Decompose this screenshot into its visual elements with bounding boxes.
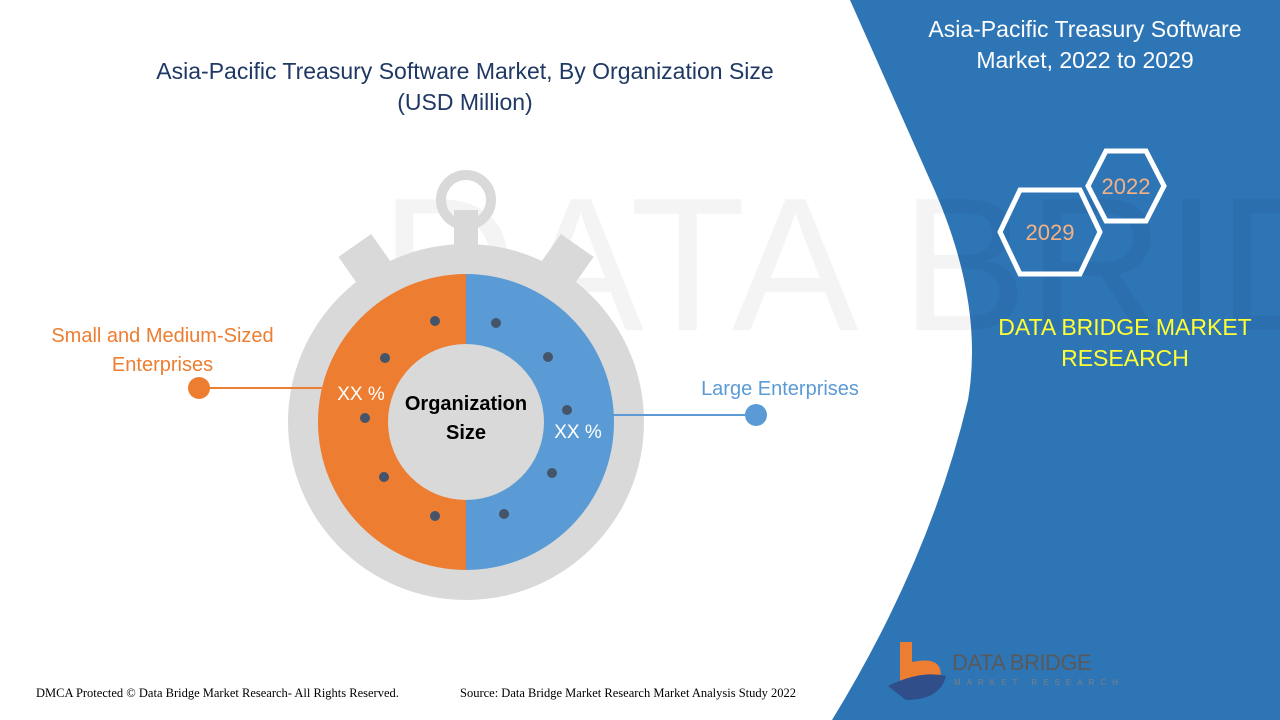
logo-name: DATA BRIDGE	[952, 650, 1092, 675]
logo-tagline: MARKET RESEARCH	[954, 678, 1124, 687]
year-2029: 2029	[1026, 220, 1075, 245]
brand-line2: RESEARCH	[1061, 345, 1189, 371]
panel-title-line2: Market, 2022 to 2029	[976, 47, 1194, 73]
hexagon-2022	[1085, 148, 1167, 224]
legend-marker-left	[188, 377, 210, 399]
title-line1: Asia-Pacific Treasury Software Market, B…	[156, 58, 774, 84]
source: Source: Data Bridge Market Research Mark…	[460, 686, 797, 700]
data-label-large: XX %	[554, 422, 602, 443]
stopwatch: Organization Size XX % XX %	[288, 170, 644, 600]
logo	[888, 642, 946, 700]
brand-text: DATA BRIDGE MARKET RESEARCH	[970, 312, 1280, 374]
donut-hole	[388, 344, 544, 500]
year-2022: 2022	[1102, 174, 1151, 199]
legend-small-medium: Small and Medium-Sized Enterprises	[20, 322, 305, 380]
legend-large: Large Enterprises	[701, 378, 859, 400]
legend-left-line2: Enterprises	[111, 354, 214, 376]
chart-title: Asia-Pacific Treasury Software Market, B…	[100, 56, 830, 118]
legend-marker-right	[745, 404, 767, 426]
panel-title-line1: Asia-Pacific Treasury Software	[928, 16, 1242, 42]
copyright: DMCA Protected © Data Bridge Market Rese…	[36, 686, 399, 700]
panel-title: Asia-Pacific Treasury Software Market, 2…	[900, 14, 1270, 76]
right-panel	[832, 0, 1280, 720]
tick-dots	[360, 316, 572, 521]
data-label-small-medium: XX %	[337, 384, 385, 405]
center-label-line1: Organization	[405, 393, 527, 415]
hexagon-2029	[997, 187, 1103, 277]
center-label-line2: Size	[446, 422, 486, 444]
title-line2: (USD Million)	[397, 89, 533, 115]
legend-left-line1: Small and Medium-Sized	[51, 325, 274, 347]
brand-line1: DATA BRIDGE MARKET	[998, 314, 1252, 340]
